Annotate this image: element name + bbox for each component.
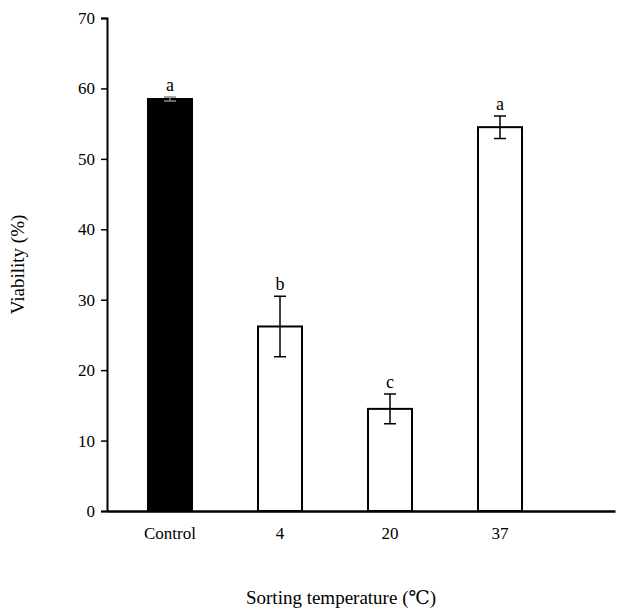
x-axis-title: Sorting temperature (℃) — [246, 587, 436, 609]
y-axis: 0 10 20 30 40 50 60 70 — [78, 9, 108, 521]
y-tick-label: 50 — [78, 150, 95, 169]
x-tick-label: 20 — [382, 524, 399, 543]
y-tick-label: 60 — [78, 79, 95, 98]
x-tick: 37 — [492, 511, 510, 543]
error-bar — [164, 97, 176, 101]
y-tick-label: 30 — [78, 291, 95, 310]
x-tick-label: 37 — [492, 524, 510, 543]
plot-area — [148, 97, 522, 511]
x-axis-line — [108, 510, 616, 513]
error-bar-line — [384, 394, 396, 424]
bar — [148, 99, 192, 511]
x-tick: 4 — [276, 511, 285, 543]
y-tick: 10 — [78, 432, 107, 451]
y-tick-mark — [101, 229, 107, 231]
error-bar — [384, 394, 396, 424]
y-tick-mark — [101, 159, 107, 161]
y-tick: 0 — [87, 502, 108, 521]
y-tick-mark — [101, 299, 107, 301]
bar — [478, 127, 522, 511]
x-tick: 20 — [382, 511, 399, 543]
y-tick: 20 — [78, 361, 107, 380]
error-bar-line — [494, 116, 506, 139]
y-tick-label: 40 — [78, 220, 95, 239]
x-tick: Control — [144, 511, 196, 543]
y-tick-mark — [101, 511, 107, 513]
y-tick-mark — [101, 440, 107, 442]
y-tick: 70 — [78, 9, 107, 28]
error-bar-line — [274, 296, 286, 357]
chart: a b c a 0 10 20 30 40 50 60 70 Control 4 20 37 Sorting t… — [0, 0, 620, 616]
y-tick-mark — [101, 18, 107, 20]
y-tick-label: 0 — [87, 502, 96, 521]
annotation: a — [166, 75, 174, 95]
y-tick: 30 — [78, 291, 107, 310]
y-axis-line — [101, 19, 108, 512]
y-tick: 40 — [78, 220, 107, 239]
error-bar-line — [164, 97, 176, 101]
annotation: a — [496, 94, 504, 114]
x-axis: Control 4 20 37 — [108, 511, 616, 543]
y-tick: 50 — [78, 150, 107, 169]
y-tick-label: 70 — [78, 9, 95, 28]
x-tick-label: Control — [144, 524, 196, 543]
annotation: b — [276, 274, 285, 294]
y-tick-mark — [101, 370, 107, 372]
y-tick: 60 — [78, 79, 107, 98]
y-tick-mark — [101, 88, 107, 90]
y-axis-title: Viability (%) — [7, 215, 29, 315]
error-bar — [274, 296, 286, 357]
x-tick-label: 4 — [276, 524, 285, 543]
annotation: c — [386, 372, 394, 392]
error-bar — [494, 116, 506, 139]
annotations: a b c a — [166, 75, 504, 392]
y-tick-label: 20 — [78, 361, 95, 380]
y-tick-label: 10 — [78, 432, 95, 451]
